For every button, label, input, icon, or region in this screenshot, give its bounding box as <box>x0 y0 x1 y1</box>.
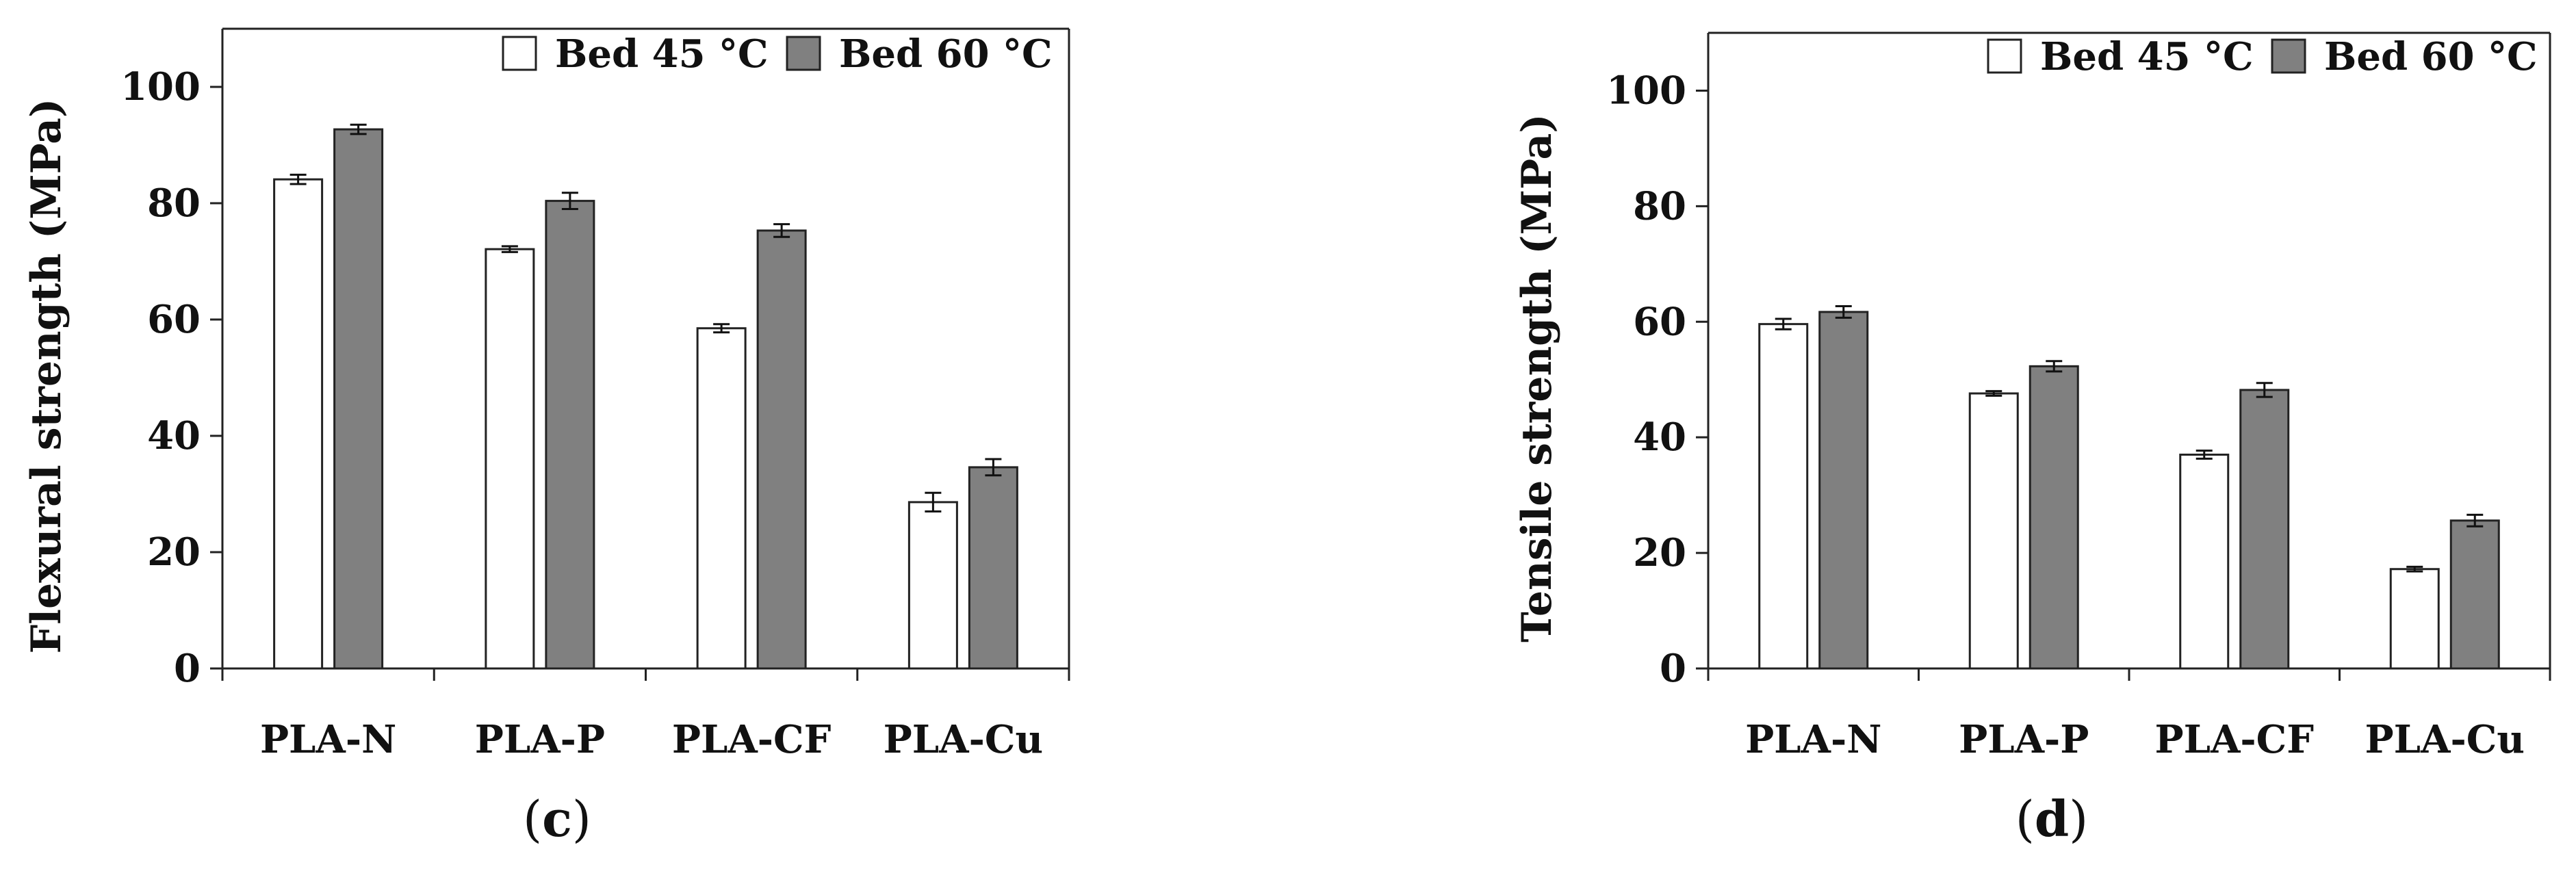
y-tick-label: 100 <box>120 64 201 109</box>
error-bar-pla-cf-series-1 <box>713 323 730 334</box>
error-bar-pla-p-series-2 <box>561 192 578 210</box>
bar-pla-cf-series-1 <box>696 327 747 670</box>
legend: Bed 45 °C Bed 60 °C <box>502 31 1053 77</box>
y-tick-label: 40 <box>147 413 201 458</box>
x-category-label: PLA-Cu <box>884 717 1043 762</box>
error-bar-pla-cf-series-2 <box>773 223 790 238</box>
error-bar-pla-p-series-2 <box>2046 360 2063 373</box>
bar-pla-cu-series-2 <box>2449 519 2500 670</box>
chart-panel-c: 0 20 40 60 80 100 PLA-N PLA-P PLA-CF PLA-Cu Flexur… <box>23 27 1070 848</box>
legend: Bed 45 °C Bed 60 °C <box>1987 34 2538 79</box>
x-category-label: PLA-N <box>1745 717 1881 762</box>
bar-pla-n-series-1 <box>1758 323 1809 670</box>
panel-label-open: ( <box>523 790 542 848</box>
x-category-label: PLA-Cu <box>2365 717 2525 762</box>
y-axis-title: Flexural strength (MPa) <box>23 99 70 654</box>
bar-pla-cf-series-1 <box>2179 454 2230 670</box>
error-bar-pla-p-series-1 <box>501 245 518 253</box>
bar-pla-p-series-1 <box>1968 392 2019 670</box>
y-tick-label: 40 <box>1633 415 1686 460</box>
x-category-label: PLA-N <box>260 717 396 762</box>
bar-pla-n-series-1 <box>273 178 324 670</box>
legend-label-series-1: Bed 45 °C <box>555 31 769 77</box>
error-bar-pla-cf-series-1 <box>2195 450 2213 460</box>
y-tick-label: 80 <box>1633 183 1686 229</box>
error-bar-pla-cu-series-1 <box>925 491 942 512</box>
panel-label-close: ) <box>2069 790 2088 848</box>
y-tick-label: 80 <box>147 181 201 226</box>
bar-pla-cu-series-1 <box>907 501 958 670</box>
error-bar-pla-n-series-1 <box>289 173 307 185</box>
bar-pla-p-series-1 <box>485 248 535 670</box>
error-bar-pla-cu-series-2 <box>2466 513 2484 528</box>
bar-pla-cf-series-2 <box>756 229 807 670</box>
chart-panel-d: 0 20 40 60 80 100 PLA-N PLA-P PLA-CF PLA-Cu Tensil… <box>1513 31 2551 848</box>
error-bar-pla-cu-series-1 <box>2406 565 2423 573</box>
x-category-label: PLA-CF <box>672 717 832 762</box>
legend-swatch-series-1 <box>502 36 537 71</box>
y-tick-label: 0 <box>174 646 201 691</box>
panel-label-letter: d <box>2035 790 2069 848</box>
bar-pla-cu-series-1 <box>2389 568 2440 670</box>
y-tick-label: 60 <box>1633 299 1686 344</box>
x-category-label: PLA-CF <box>2154 717 2314 762</box>
error-bar-pla-n-series-1 <box>1775 317 1792 330</box>
legend-label-series-2: Bed 60 °C <box>839 31 1053 77</box>
panel-label: (c) <box>523 790 591 848</box>
bar-pla-cf-series-2 <box>2239 389 2290 670</box>
bar-pla-n-series-2 <box>1818 311 1869 670</box>
y-tick-label: 60 <box>147 297 201 342</box>
x-category-label: PLA-P <box>1959 717 2089 762</box>
legend-swatch-series-1 <box>1987 38 2022 74</box>
y-tick-label: 100 <box>1606 68 1686 113</box>
panel-label-open: ( <box>2015 790 2035 848</box>
y-tick-label: 0 <box>1660 646 1686 691</box>
bar-pla-n-series-2 <box>333 128 384 670</box>
legend-label-series-1: Bed 45 °C <box>2040 34 2254 79</box>
bar-pla-cu-series-2 <box>968 466 1018 670</box>
panel-label-letter: c <box>542 790 572 848</box>
bar-pla-p-series-2 <box>2028 365 2079 670</box>
error-bar-pla-cf-series-2 <box>2256 382 2273 398</box>
y-tick-label: 20 <box>147 530 201 575</box>
x-category-label: PLA-P <box>475 717 605 762</box>
y-axis-title: Tensile strength (MPa) <box>1513 114 1561 642</box>
panel-label: (d) <box>2015 790 2089 848</box>
y-tick-label: 20 <box>1633 530 1686 575</box>
legend-label-series-2: Bed 60 °C <box>2324 34 2538 79</box>
legend-swatch-series-2 <box>786 36 821 71</box>
panel-label-close: ) <box>572 790 591 848</box>
error-bar-pla-n-series-2 <box>350 123 367 135</box>
error-bar-pla-n-series-2 <box>1835 304 1852 319</box>
bar-pla-p-series-2 <box>545 200 595 670</box>
error-bar-pla-p-series-1 <box>1985 390 2002 397</box>
error-bar-pla-cu-series-2 <box>985 458 1002 477</box>
legend-swatch-series-2 <box>2271 38 2306 74</box>
